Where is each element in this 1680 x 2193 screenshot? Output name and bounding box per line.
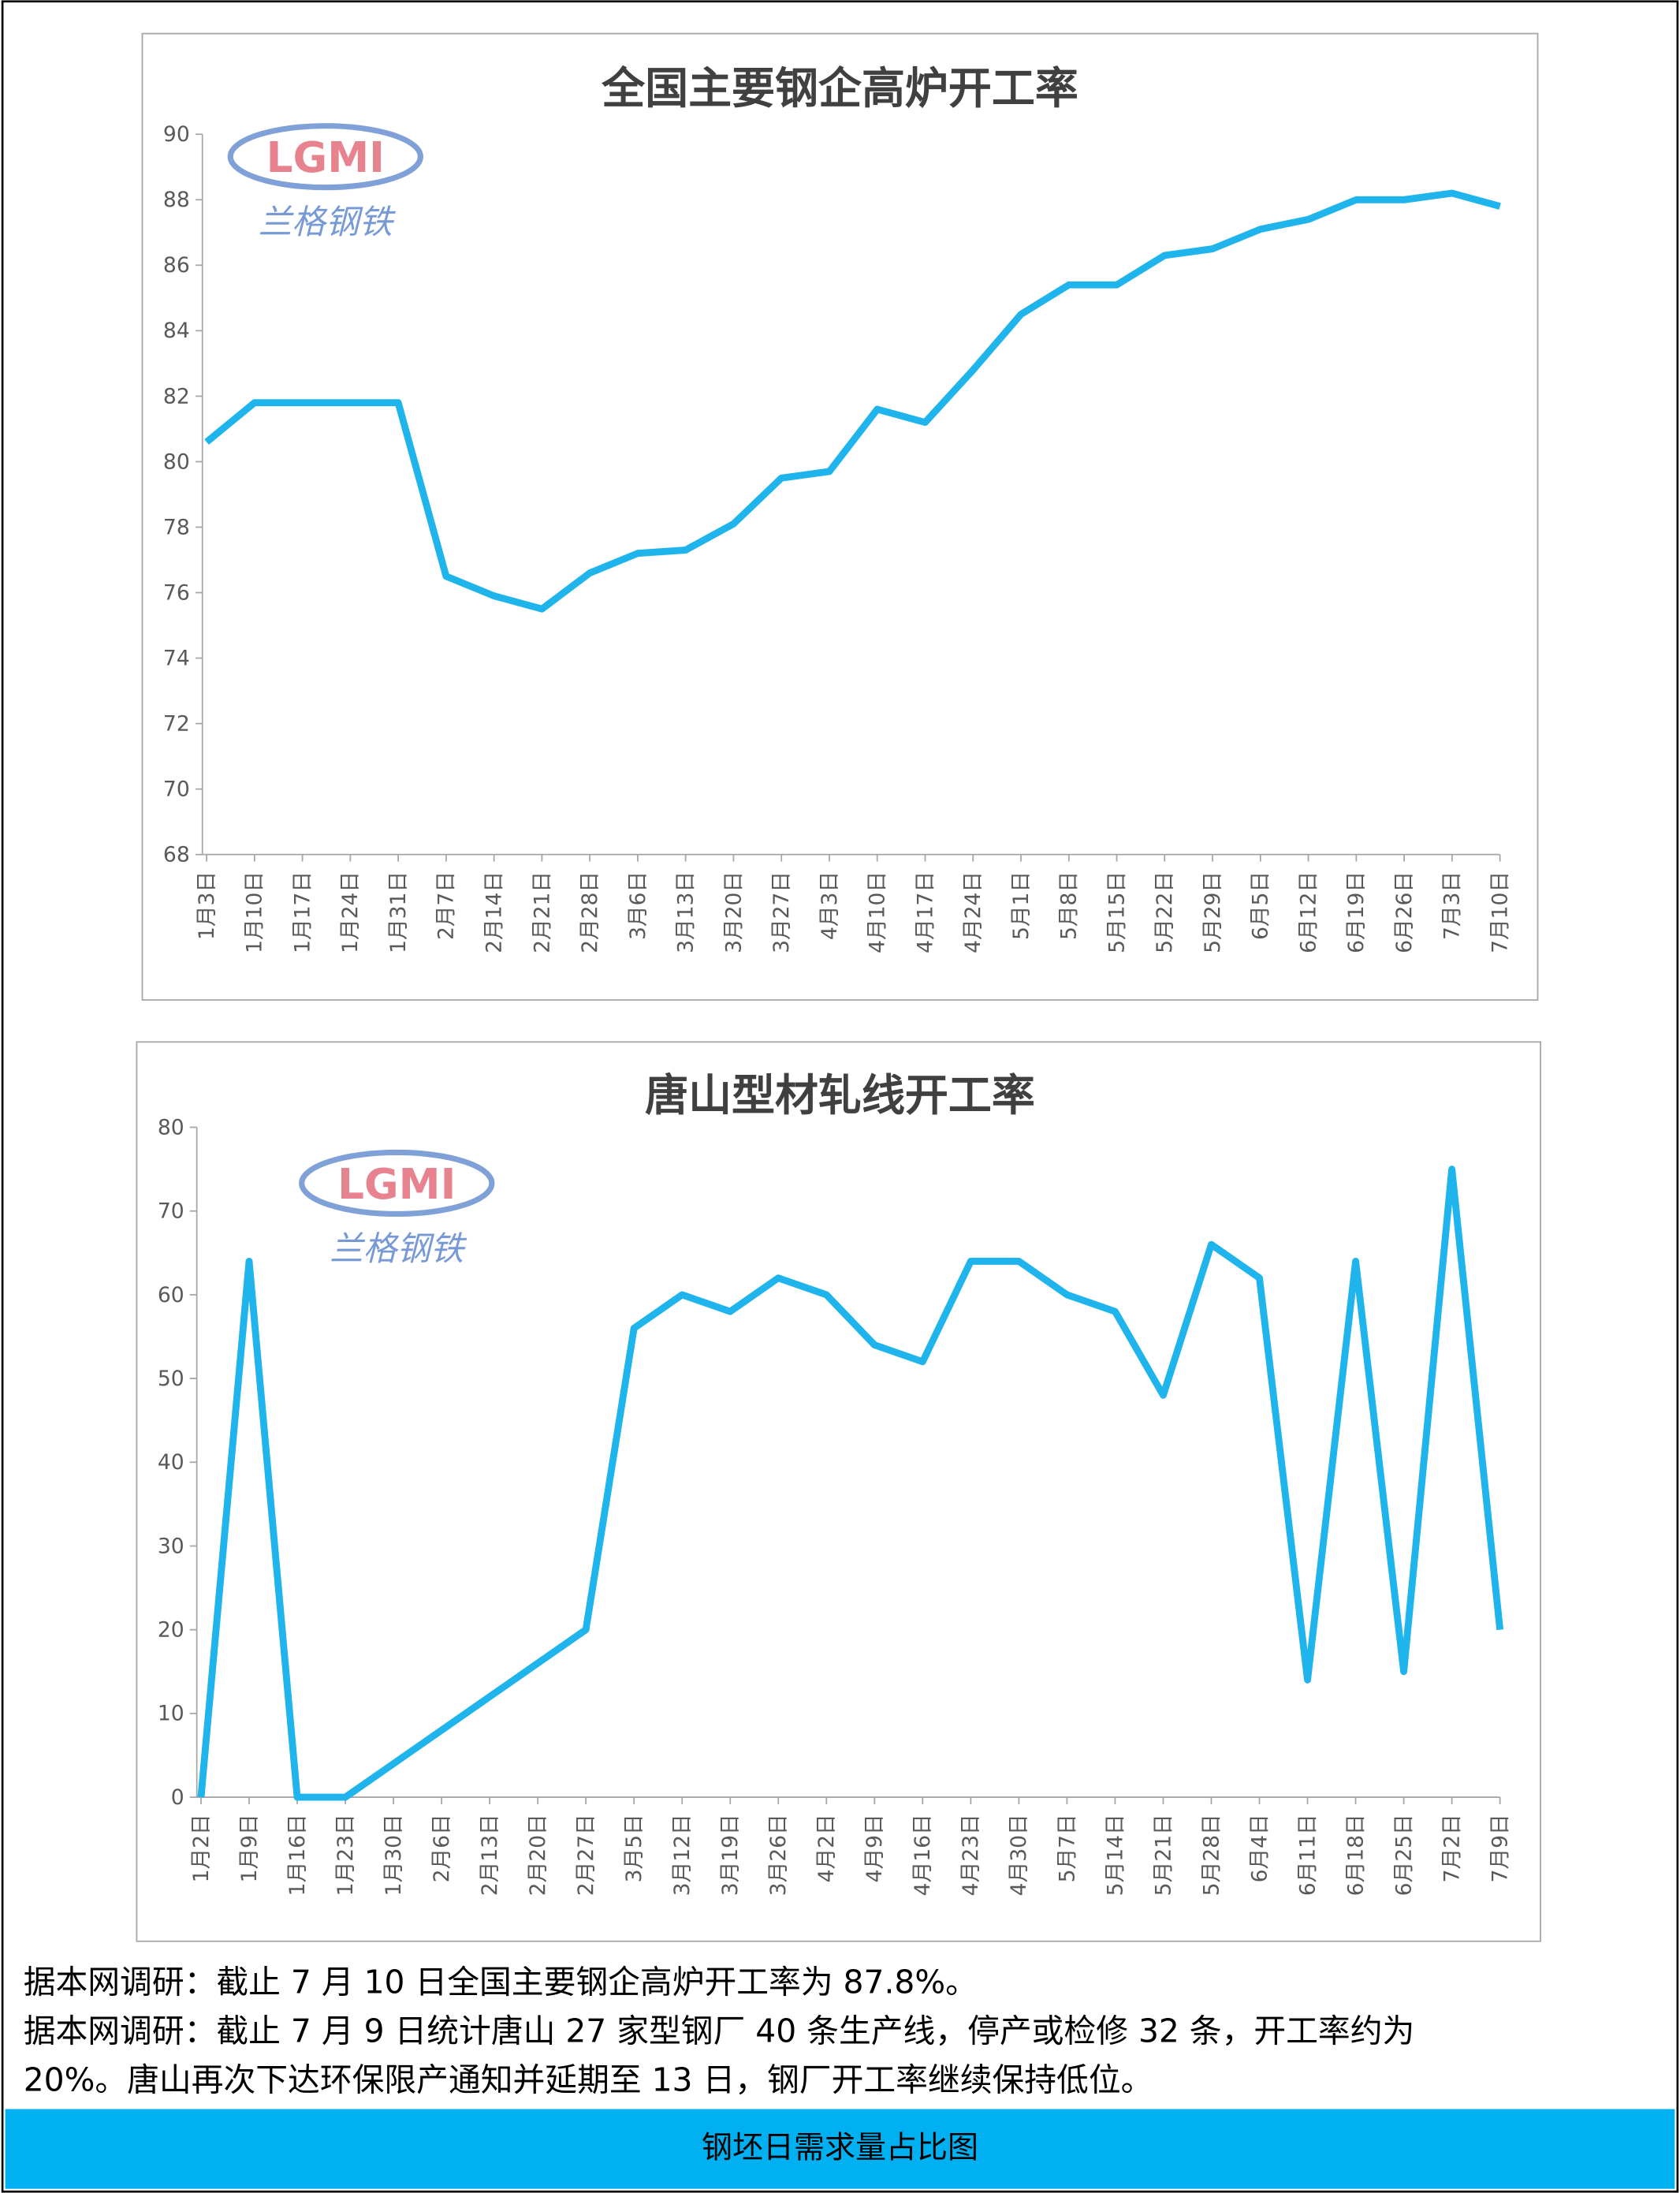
x-tick-label: 6月12日 [1296,871,1321,953]
note: 据本网调研：截止 7 月 10 日全国主要钢企高炉开工率为 87.8%。 [24,1963,978,2001]
x-tick-label: 4月30日 [1007,1814,1031,1896]
logo-ring [227,123,423,191]
y-tick-label: 90 [163,122,190,147]
x-tick-label: 1月3日 [195,871,219,940]
x-tick-label: 4月10日 [866,871,890,953]
y-tick-label: 30 [158,1534,184,1558]
y-tick-label: 60 [158,1283,184,1307]
x-tick-label: 2月20日 [526,1814,550,1896]
x-tick-label: 3月20日 [721,871,746,953]
x-tick-label: 5月29日 [1201,871,1225,953]
chart-frame [136,1041,1541,1942]
y-tick-label: 74 [163,646,190,670]
x-tick-label: 4月3日 [818,871,842,940]
x-tick-label: 6月4日 [1247,1814,1272,1882]
x-tick-label: 2月28日 [578,871,602,953]
logo-name: 兰格钢铁 [330,1229,467,1269]
data-line [197,1165,1504,1801]
y-tick-label: 88 [163,188,190,212]
x-tick-label: 1月23日 [333,1814,358,1896]
x-tick-label: 4月23日 [959,1814,983,1896]
x-tick-label: 2月6日 [430,1814,454,1882]
x-tick-label: 1月30日 [382,1814,406,1896]
x-tick-label: 3月19日 [718,1814,743,1896]
y-tick-label: 70 [158,1199,184,1224]
x-tick-label: 1月24日 [338,871,363,953]
x-tick-label: 6月26日 [1392,871,1417,953]
y-tick-label: 70 [163,777,190,801]
note: 20%。唐山再次下达环保限产通知并延期至 13 日，钢厂开工率继续保持低位。 [24,2061,1153,2099]
chart-title: 全国主要钢企高炉开工率 [601,62,1078,114]
x-tick-label: 5月1日 [1009,871,1034,940]
x-tick-label: 2月7日 [434,871,459,940]
logo-name: 兰格钢铁 [259,203,397,242]
x-tick-label: 1月10日 [243,871,267,953]
y-tick-label: 68 [163,843,190,867]
x-tick-label: 1月17日 [290,871,315,953]
x-tick-label: 2月27日 [574,1814,598,1896]
logo-mark: LGMI [266,133,385,182]
x-tick-label: 6月25日 [1391,1814,1416,1896]
x-tick-label: 4月17日 [913,871,937,953]
x-tick-label: 1月2日 [189,1814,214,1882]
note: 据本网调研：截止 7 月 9 日统计唐山 27 家型钢厂 40 条生产线，停产或… [24,2012,1415,2049]
y-tick-label: 0 [171,1785,184,1810]
y-tick-label: 20 [158,1618,184,1643]
x-tick-label: 3月27日 [769,871,794,953]
chart-frame [141,32,1539,1001]
y-tick-label: 84 [163,319,190,343]
y-tick-label: 10 [158,1702,184,1726]
data-line [204,189,1501,613]
x-tick-label: 1月16日 [285,1814,310,1896]
x-tick-label: 7月10日 [1488,871,1513,953]
y-tick-label: 76 [163,580,190,605]
x-tick-label: 6月5日 [1249,871,1273,940]
y-tick-label: 80 [158,1115,184,1139]
x-tick-label: 6月18日 [1343,1814,1368,1896]
x-tick-label: 4月9日 [862,1814,887,1882]
x-tick-label: 6月19日 [1344,871,1369,953]
x-tick-label: 2月14日 [482,871,507,953]
chart-title: 唐山型材轧线开工率 [645,1069,1035,1121]
x-tick-label: 3月5日 [622,1814,646,1882]
y-tick-label: 50 [158,1367,184,1391]
x-tick-label: 4月16日 [911,1814,935,1896]
logo-mark: LGMI [337,1160,456,1209]
x-tick-label: 5月22日 [1153,871,1177,953]
x-tick-label: 1月9日 [237,1814,262,1882]
x-tick-label: 1月31日 [386,871,411,953]
y-tick-label: 86 [163,253,190,278]
y-tick-label: 78 [163,515,190,539]
y-tick-label: 40 [158,1450,184,1475]
x-tick-label: 2月21日 [530,871,554,953]
x-tick-label: 5月14日 [1103,1814,1127,1896]
x-tick-label: 5月7日 [1055,1814,1079,1882]
x-tick-label: 3月13日 [674,871,698,953]
y-tick-label: 82 [163,384,190,408]
x-tick-label: 5月28日 [1199,1814,1224,1896]
x-tick-label: 4月2日 [814,1814,839,1882]
x-tick-label: 4月24日 [961,871,985,953]
x-tick-label: 3月12日 [670,1814,695,1896]
x-tick-label: 5月21日 [1151,1814,1175,1896]
y-tick-label: 80 [163,449,190,474]
x-tick-label: 3月6日 [626,871,650,940]
footer: 钢坯日需求量占比图 [702,2131,978,2166]
x-tick-label: 3月26日 [766,1814,791,1896]
x-tick-label: 5月15日 [1104,871,1129,953]
x-tick-label: 7月9日 [1488,1814,1513,1882]
logo-ring [299,1149,495,1218]
x-tick-label: 6月11日 [1295,1814,1320,1896]
x-tick-label: 2月13日 [478,1814,502,1896]
x-tick-label: 5月8日 [1057,871,1082,940]
y-tick-label: 72 [163,711,190,736]
x-tick-label: 7月3日 [1440,871,1465,940]
x-tick-label: 7月2日 [1440,1814,1464,1882]
footer-bar [5,2109,1675,2189]
